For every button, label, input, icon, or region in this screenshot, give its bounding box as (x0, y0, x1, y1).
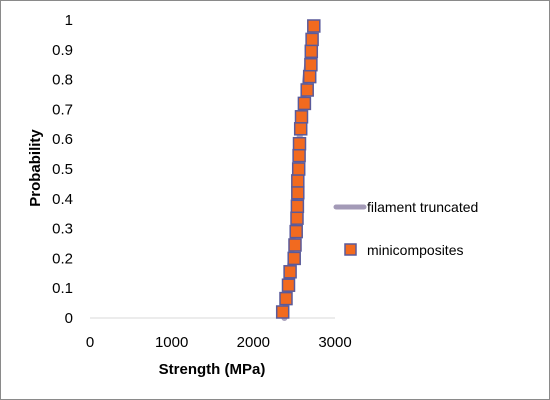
y-tick-label: 0.4 (52, 191, 73, 208)
y-tick-label: 0.1 (52, 280, 73, 297)
series-layer (275, 19, 321, 321)
marker-minicomposites (287, 251, 301, 266)
y-tick-label: 0 (65, 310, 73, 327)
y-tick-labels: 0 0.1 0.2 0.3 0.4 0.5 0.6 0.7 0.8 0.9 1 (52, 12, 73, 327)
y-tick-label: 0.7 (52, 101, 73, 118)
y-tick-label: 0.5 (52, 161, 73, 178)
y-axis-title: Probability (27, 129, 44, 207)
legend-marker-swatch (344, 243, 357, 256)
marker-minicomposites (297, 96, 312, 111)
marker-minicomposites (290, 211, 304, 225)
legend-label-minicomposites: minicomposites (367, 242, 463, 258)
marker-minicomposites (291, 162, 306, 176)
x-tick-label: 0 (86, 334, 94, 351)
marker-minicomposites (292, 136, 307, 151)
y-tick-label: 0.8 (52, 72, 73, 89)
y-tick-label: 1 (65, 12, 73, 29)
marker-minicomposites (279, 291, 293, 306)
marker-minicomposites (289, 224, 303, 239)
y-tick-label: 0.9 (52, 42, 73, 59)
x-axis-title: Strength (MPa) (159, 361, 266, 378)
marker-minicomposites (283, 265, 297, 279)
marker-minicomposites (305, 32, 319, 47)
marker-minicomposites (294, 110, 309, 124)
y-tick-label: 0.3 (52, 221, 73, 238)
marker-minicomposites (304, 57, 318, 72)
x-tick-label: 3000 (318, 334, 351, 351)
x-tick-label: 2000 (237, 334, 270, 351)
marker-minicomposites (300, 83, 314, 97)
marker-minicomposites (281, 278, 296, 292)
x-tick-label: 1000 (155, 334, 188, 351)
marker-minicomposites (304, 44, 319, 59)
marker-minicomposites (293, 122, 308, 136)
marker-minicomposites (290, 199, 305, 214)
legend: filament truncated minicomposites (333, 199, 478, 258)
y-tick-label: 0.6 (52, 131, 73, 148)
marker-minicomposites (307, 19, 321, 33)
y-tick-label: 0.2 (52, 250, 73, 267)
marker-minicomposites (291, 174, 305, 188)
marker-minicomposites (292, 148, 306, 163)
x-tick-labels: 0 1000 2000 3000 (86, 334, 352, 351)
legend-label-filament-truncated: filament truncated (367, 199, 478, 215)
marker-minicomposites (302, 69, 317, 84)
marker-minicomposites (291, 186, 305, 200)
marker-minicomposites (275, 305, 290, 319)
marker-minicomposites (288, 238, 302, 252)
